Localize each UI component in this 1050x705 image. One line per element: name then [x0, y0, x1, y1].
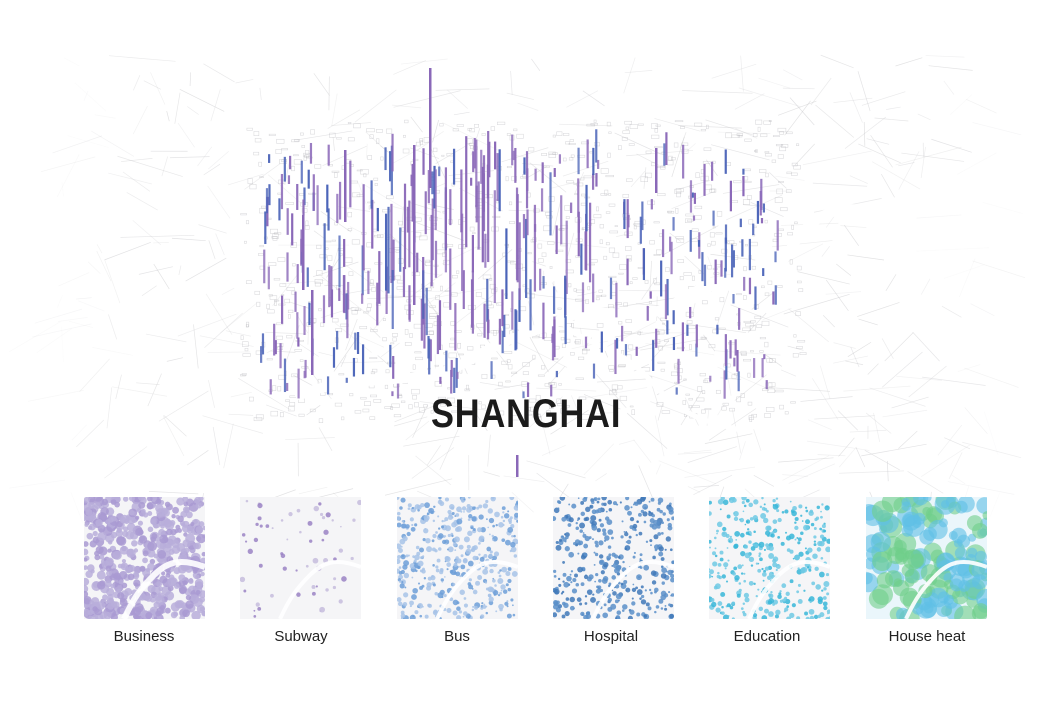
hospital-density-map: [553, 497, 674, 619]
education-density-map: [709, 497, 830, 619]
layer-panel-hospital: [553, 497, 674, 619]
layer-label-house-heat: House heat: [847, 628, 1007, 645]
bus-density-map: [397, 497, 518, 619]
layer-label-bus: Bus: [377, 628, 537, 645]
layer-panel-bus: [397, 497, 518, 619]
layer-label-education: Education: [687, 628, 847, 645]
layer-label-hospital: Hospital: [531, 628, 691, 645]
layer-label-business: Business: [64, 628, 224, 645]
layer-panel-education: [709, 497, 830, 619]
subway-density-map: [240, 497, 361, 619]
layer-panel-business: [84, 497, 205, 619]
city-title: SHANGHAI: [75, 392, 978, 437]
layer-panel-house-heat: [866, 497, 987, 619]
layer-label-subway: Subway: [221, 628, 381, 645]
business-density-map: [84, 497, 205, 619]
layer-panel-subway: [240, 497, 361, 619]
house-heat-density-map: [866, 497, 987, 619]
